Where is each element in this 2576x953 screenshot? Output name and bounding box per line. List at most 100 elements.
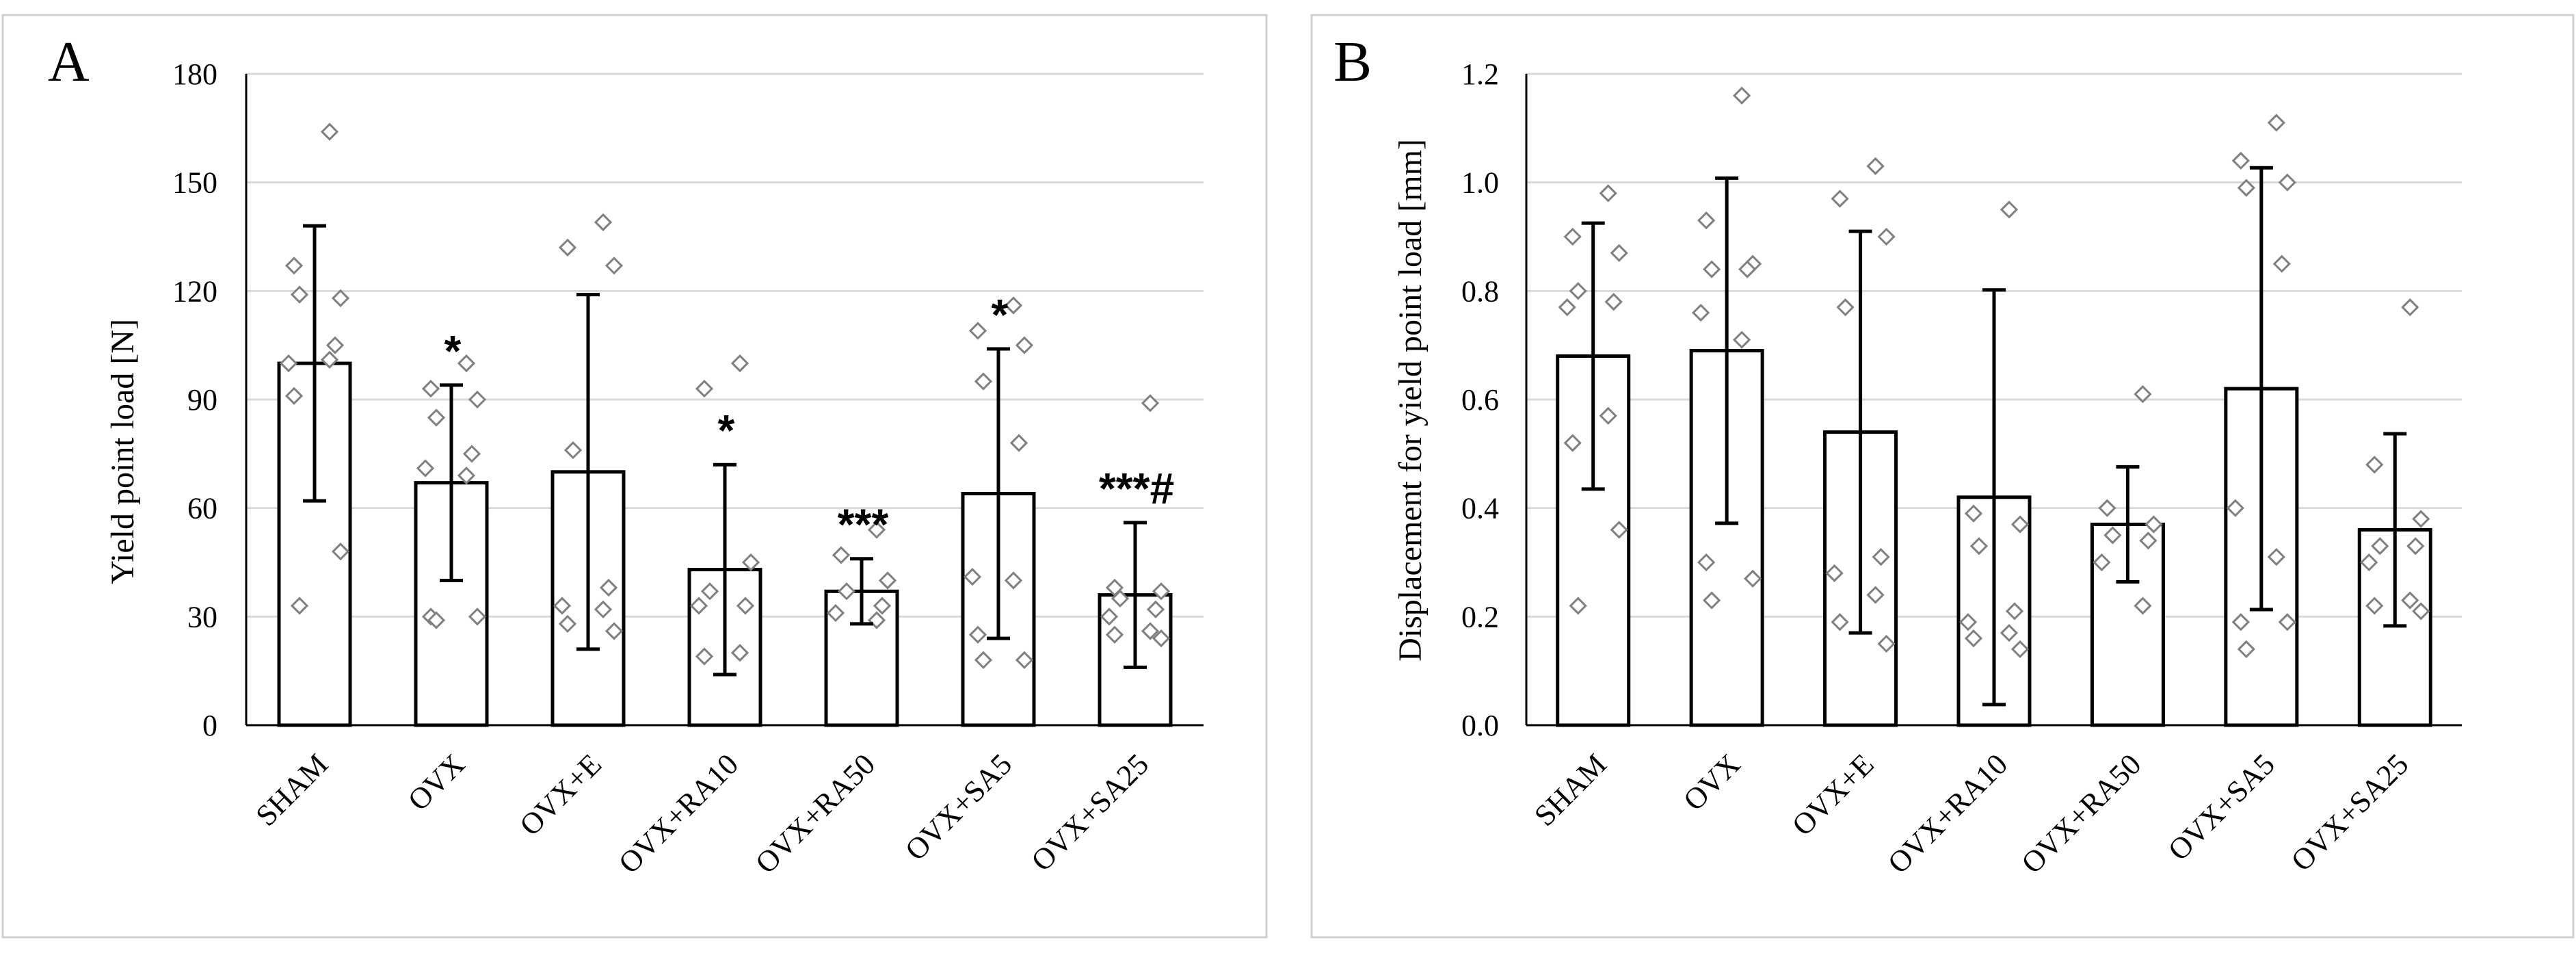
data-point bbox=[695, 380, 714, 398]
data-point bbox=[974, 372, 993, 391]
data-point bbox=[1703, 591, 1721, 610]
data-point bbox=[421, 380, 440, 398]
data-point bbox=[2134, 597, 2152, 615]
data-point bbox=[695, 647, 714, 666]
data-point bbox=[1969, 537, 1989, 556]
data-point bbox=[2010, 515, 2030, 534]
data-point bbox=[553, 597, 572, 615]
data-point bbox=[2412, 602, 2430, 621]
data-point bbox=[741, 553, 760, 572]
data-point bbox=[2093, 553, 2111, 572]
data-point bbox=[331, 289, 350, 308]
data-point bbox=[1004, 571, 1023, 590]
data-point bbox=[284, 387, 304, 405]
data-point bbox=[320, 350, 339, 369]
data-point bbox=[2406, 537, 2425, 556]
data-point bbox=[1733, 86, 1751, 105]
data-point bbox=[1569, 282, 1587, 300]
data-point bbox=[605, 257, 624, 275]
data-point bbox=[1015, 651, 1034, 669]
data-point bbox=[558, 238, 577, 257]
data-point bbox=[326, 336, 345, 354]
data-point bbox=[468, 390, 487, 409]
data-point bbox=[427, 611, 446, 629]
data-point bbox=[1958, 613, 1978, 631]
data-point bbox=[2267, 114, 2285, 132]
data-point bbox=[2412, 510, 2430, 528]
data-point bbox=[1100, 608, 1119, 626]
data-point bbox=[878, 571, 897, 590]
data-point bbox=[1872, 547, 1890, 566]
data-point bbox=[594, 213, 613, 231]
panel-a-axes bbox=[245, 74, 1204, 727]
data-point bbox=[563, 441, 583, 460]
data-point bbox=[2103, 526, 2122, 545]
data-point bbox=[1599, 184, 1617, 203]
panel-b-frame bbox=[1310, 14, 2575, 939]
data-point bbox=[1146, 600, 1165, 618]
data-point bbox=[689, 597, 708, 615]
data-point bbox=[1111, 589, 1130, 608]
data-point bbox=[462, 445, 481, 463]
data-point bbox=[968, 322, 987, 340]
panel-b-error-bars bbox=[1581, 166, 2407, 707]
panel-b: B Displacement for yield point load [mm]… bbox=[1310, 14, 2575, 939]
panel-a-points bbox=[279, 122, 1171, 669]
data-point bbox=[1015, 336, 1034, 354]
panel-b-y-ticks: 0.0 0.2 0.4 0.6 0.8 1.0 1.2 bbox=[1461, 57, 1499, 742]
y-tick-label: 0.2 bbox=[1461, 600, 1499, 634]
data-point bbox=[468, 608, 487, 626]
data-point bbox=[1831, 613, 1849, 631]
significance-marker: ***# bbox=[1099, 464, 1174, 513]
data-point bbox=[284, 257, 304, 275]
panel-b-axes bbox=[1525, 74, 2462, 727]
data-point bbox=[558, 614, 577, 634]
data-point bbox=[1009, 434, 1028, 452]
significance-marker: * bbox=[718, 406, 735, 455]
data-point bbox=[1558, 298, 1576, 317]
panel-a-y-ticks: 0 30 60 90 120 150 180 bbox=[172, 57, 217, 742]
data-point bbox=[867, 521, 886, 539]
y-tick-label: 60 bbox=[187, 492, 217, 525]
data-point bbox=[599, 578, 618, 597]
data-point bbox=[837, 582, 856, 601]
data-point bbox=[1964, 629, 1983, 648]
panel-a-letter: A bbox=[48, 30, 90, 94]
data-point bbox=[457, 466, 476, 485]
data-point bbox=[2371, 537, 2389, 556]
y-tick-label: 1.0 bbox=[1461, 166, 1499, 200]
panel-a: A Yield point load [N] 0306090120150180 … bbox=[1, 14, 1268, 939]
data-point bbox=[1877, 227, 1896, 246]
data-point bbox=[331, 543, 350, 561]
y-tick-label: 150 bbox=[172, 166, 217, 200]
panel-b-y-axis-label: Displacement for yield point load [mm] bbox=[1392, 139, 1429, 662]
data-point bbox=[1825, 564, 1844, 582]
data-point bbox=[736, 597, 755, 615]
data-point bbox=[416, 459, 435, 478]
data-point bbox=[2005, 602, 2024, 621]
data-point bbox=[2139, 532, 2157, 550]
data-point bbox=[1733, 330, 1751, 349]
panel-a-gridlines bbox=[246, 73, 1204, 618]
significance-marker: * bbox=[444, 326, 462, 376]
data-point bbox=[2226, 499, 2244, 517]
data-point bbox=[2267, 547, 2285, 566]
y-tick-label: 120 bbox=[172, 274, 217, 308]
data-point bbox=[1697, 211, 1716, 230]
y-tick-label: 1.2 bbox=[1461, 57, 1499, 91]
y-tick-label: 180 bbox=[172, 57, 217, 91]
data-point bbox=[1866, 586, 1885, 604]
data-point bbox=[1831, 190, 1849, 208]
data-point bbox=[1563, 434, 1582, 452]
panel-a-y-axis-label: Yield point load [N] bbox=[105, 319, 141, 584]
data-point bbox=[2231, 613, 2250, 631]
data-point bbox=[1604, 293, 1623, 311]
data-point bbox=[2360, 553, 2378, 572]
y-tick-label: 0 bbox=[202, 709, 217, 742]
data-point bbox=[279, 354, 298, 373]
data-point bbox=[1877, 634, 1896, 653]
data-point bbox=[700, 582, 719, 601]
data-point bbox=[1599, 406, 1617, 425]
data-point bbox=[2145, 515, 2163, 534]
